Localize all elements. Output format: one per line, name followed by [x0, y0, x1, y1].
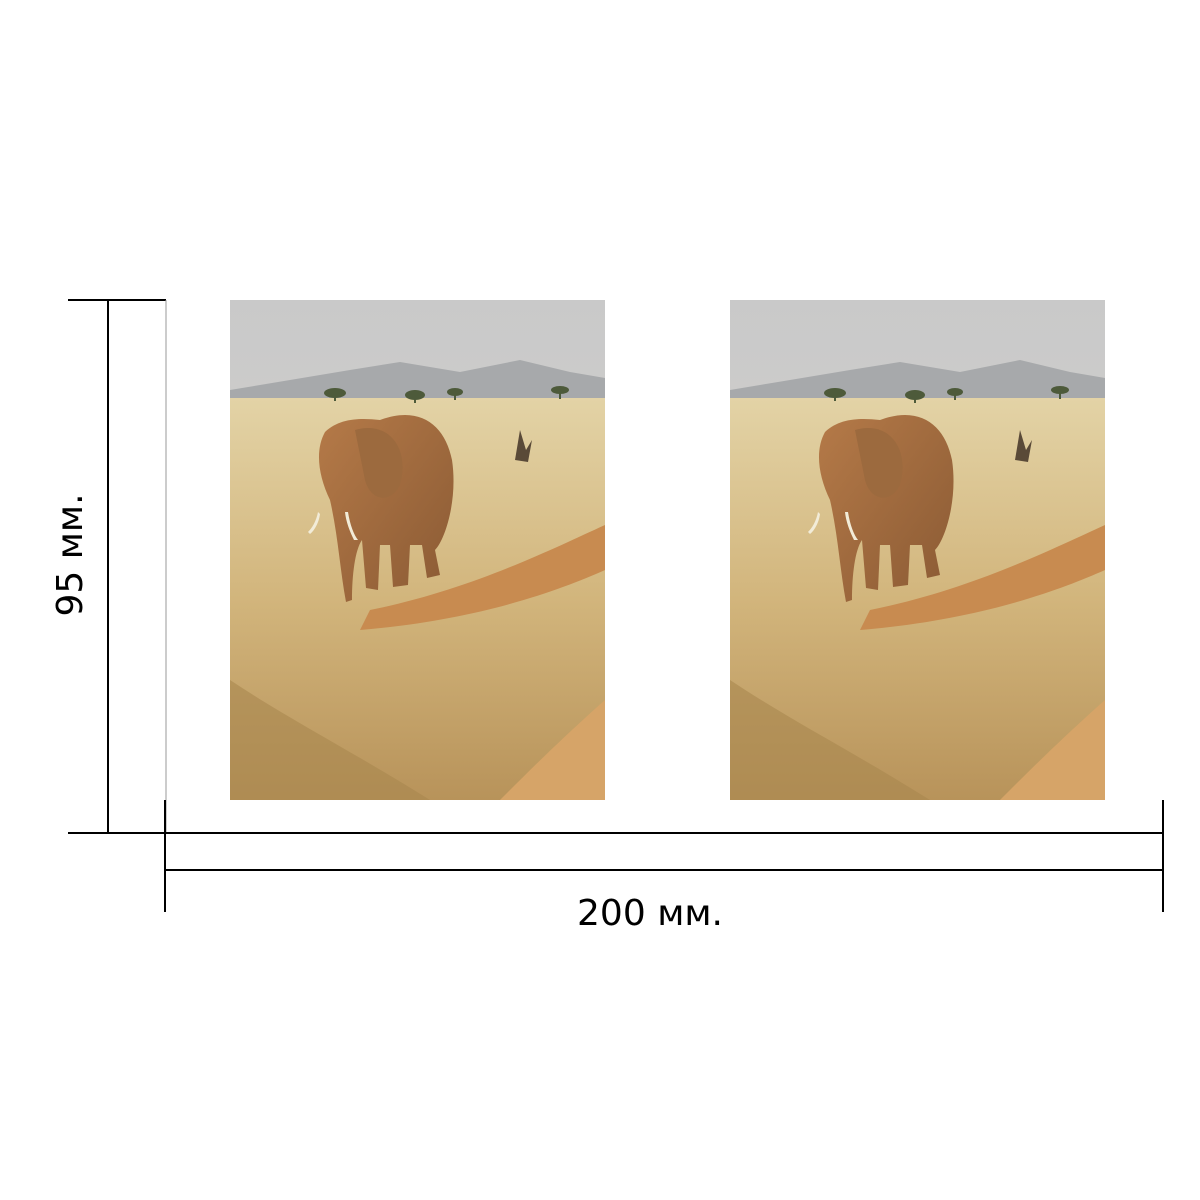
width-label: 200 мм.	[577, 893, 723, 934]
height-dimension	[68, 299, 167, 834]
product-photo	[730, 300, 1105, 800]
height-label: 95 мм.	[50, 493, 91, 616]
width-dimension	[164, 800, 1164, 912]
product-photo	[230, 300, 605, 800]
